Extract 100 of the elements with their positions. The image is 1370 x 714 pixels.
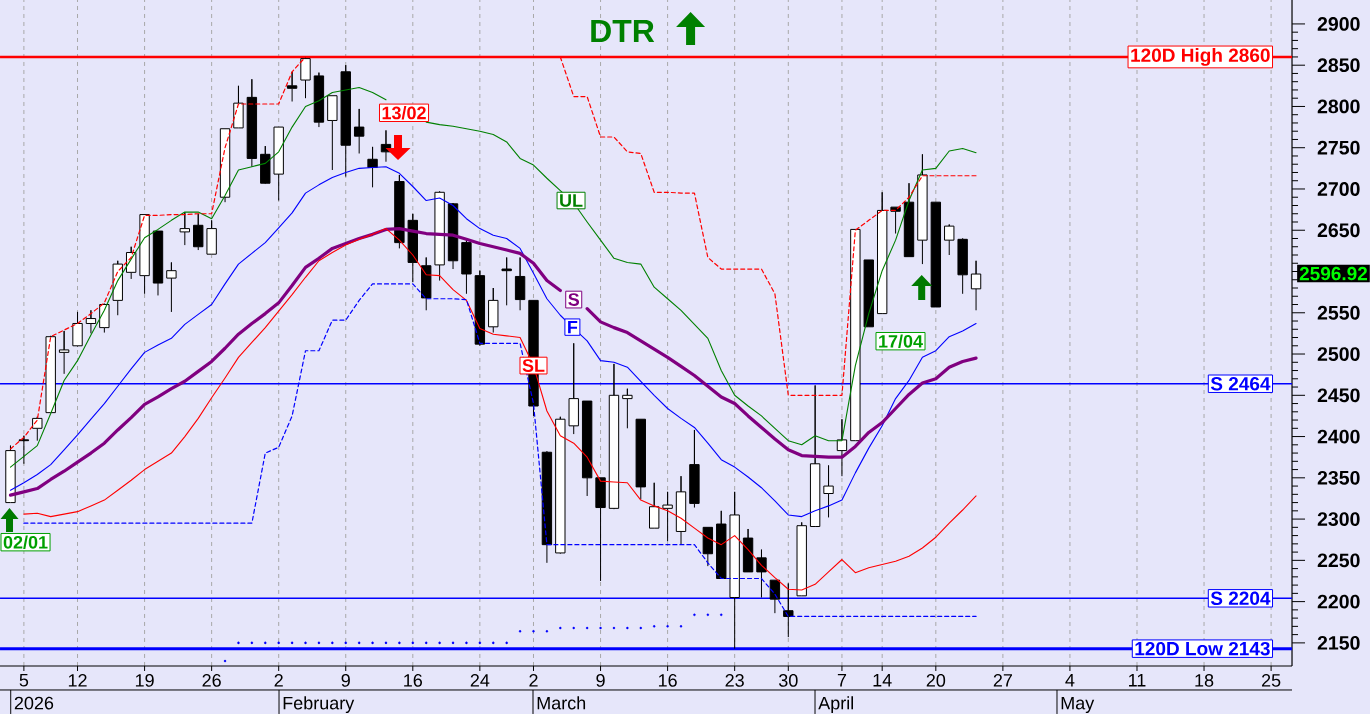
ref-line-label: S 2464 <box>1210 377 1271 391</box>
x-tick-label: 20 <box>926 674 946 687</box>
candlestick <box>608 363 620 510</box>
annotation: 17/04 <box>879 334 923 348</box>
legend-label: F <box>568 320 578 334</box>
candlestick <box>260 145 271 185</box>
x-tick-label: 25 <box>1262 674 1281 687</box>
candlestick <box>742 528 754 573</box>
point <box>398 641 401 645</box>
x-tick-label: 23 <box>725 674 744 687</box>
point <box>344 641 347 645</box>
x-tick-label: 16 <box>658 674 677 687</box>
text: May <box>1061 696 1095 714</box>
point <box>223 659 227 663</box>
point <box>505 641 508 645</box>
x-tick-label: 19 <box>135 674 154 687</box>
candlestick <box>152 230 164 296</box>
candlestick <box>836 418 848 477</box>
candlestick <box>273 126 284 202</box>
ref-line-label: S 2204 <box>1210 591 1271 606</box>
candlestick <box>233 85 244 129</box>
candlestick <box>863 259 874 328</box>
candlestick <box>850 228 861 442</box>
x-tick-label: 24 <box>470 674 490 687</box>
candlestick <box>327 95 338 171</box>
point <box>411 641 414 645</box>
y-tick-label: 2500 <box>1317 347 1360 361</box>
point <box>639 626 642 630</box>
x-tick-label: 2 <box>529 674 538 687</box>
point <box>545 630 549 633</box>
point <box>679 625 683 628</box>
x-tick-label: 4 <box>1065 674 1075 687</box>
point <box>264 641 267 645</box>
point <box>425 641 428 645</box>
x-tick-label: 11 <box>1129 674 1146 687</box>
x-tick-label: 2 <box>274 674 283 687</box>
x-tick-label: 30 <box>778 674 798 687</box>
y-tick-label: 2400 <box>1317 429 1360 444</box>
candlestick <box>649 482 660 529</box>
point <box>559 626 562 630</box>
ref-line-label: 120D Low 2143 <box>1135 641 1270 656</box>
candlestick <box>193 213 204 251</box>
point <box>706 613 710 617</box>
candlestick <box>474 270 486 347</box>
point <box>250 641 254 645</box>
y-tick-label: 2250 <box>1317 553 1360 568</box>
text: 2596.92 <box>1299 266 1368 281</box>
y-tick-label: 2750 <box>1317 140 1360 155</box>
x-tick-label: 27 <box>993 674 1012 687</box>
candlestick <box>769 579 781 614</box>
point <box>451 641 455 645</box>
x-tick-label: 18 <box>1195 674 1214 687</box>
x-tick-label: 5 <box>19 674 29 687</box>
y-tick-label: 2900 <box>1317 17 1360 31</box>
annotation: 13/02 <box>382 106 426 120</box>
text: March <box>537 696 586 710</box>
y-tick-label: 2300 <box>1317 512 1360 526</box>
point <box>478 641 482 645</box>
candlestick <box>809 384 821 528</box>
x-tick-label: 16 <box>404 674 423 687</box>
candlestick <box>716 510 727 580</box>
candlestick <box>903 182 915 258</box>
candlestick <box>139 214 150 295</box>
x-tick-label: 7 <box>837 674 847 687</box>
y-tick-label: 2350 <box>1317 470 1360 485</box>
candlestick <box>488 287 499 334</box>
ref-line-label: 120D High 2860 <box>1131 48 1270 66</box>
candlestick <box>501 256 512 306</box>
x-tick-label: 14 <box>873 674 892 687</box>
candlestick <box>957 238 968 295</box>
point <box>304 641 307 645</box>
candlestick <box>595 477 606 582</box>
chart-title: DTR <box>591 19 655 42</box>
candlestick <box>662 491 673 542</box>
candlestick <box>581 400 593 497</box>
point <box>237 641 240 645</box>
point <box>693 613 696 617</box>
text: April <box>818 696 853 714</box>
point <box>599 626 602 630</box>
candlestick <box>5 445 16 504</box>
candlestick <box>917 153 928 265</box>
candlestick <box>246 78 258 168</box>
point <box>518 630 522 633</box>
candlestick <box>447 202 459 270</box>
candlestick <box>219 128 231 203</box>
candlestick <box>313 72 325 128</box>
candlestick <box>823 464 834 518</box>
candlestick <box>944 223 955 256</box>
candlestick <box>166 261 177 313</box>
point <box>317 641 321 645</box>
candlestick <box>675 475 687 546</box>
candlestick <box>367 146 378 188</box>
candlestick <box>702 526 714 567</box>
point <box>384 641 388 645</box>
y-tick-label: 2650 <box>1317 223 1360 238</box>
candlestick <box>689 429 700 509</box>
candlestick <box>45 335 56 414</box>
point <box>438 641 441 645</box>
point <box>666 625 669 628</box>
point <box>277 641 280 645</box>
